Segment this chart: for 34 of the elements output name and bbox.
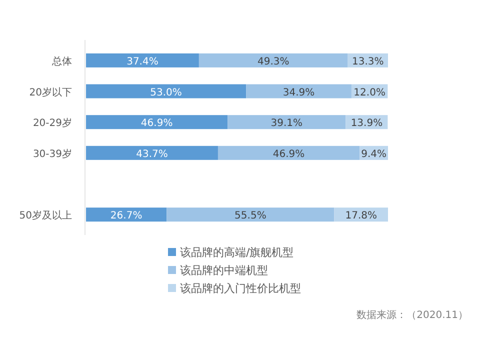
- y-tick-label: 30-39岁: [32, 148, 72, 160]
- data-label: 13.3%: [352, 56, 384, 68]
- y-tick-label: 50岁及以上: [19, 210, 72, 222]
- legend-label: 该品牌的中端机型: [180, 264, 268, 277]
- data-label: 9.4%: [361, 148, 387, 160]
- legend-label: 该品牌的高端/旗舰机型: [180, 246, 294, 259]
- bar: [86, 84, 246, 98]
- legend-label: 该品牌的入门性价比机型: [180, 282, 301, 295]
- y-tick-label: 总体: [51, 55, 72, 68]
- bar: [218, 146, 360, 160]
- data-label: 13.9%: [350, 118, 383, 130]
- data-label: 43.7%: [136, 148, 168, 160]
- bar: [86, 115, 228, 130]
- data-label: 37.4%: [126, 56, 158, 68]
- y-tick-label: 20-29岁: [32, 117, 72, 130]
- data-label: 17.8%: [345, 210, 378, 222]
- bar: [86, 53, 199, 68]
- data-label: 53.0%: [150, 87, 182, 98]
- bar: [166, 208, 334, 222]
- data-label: 46.9%: [272, 148, 305, 160]
- data-label: 49.3%: [258, 56, 290, 68]
- data-label: 12.0%: [354, 87, 386, 98]
- source-note: 数据来源：（2020.11）: [356, 309, 468, 321]
- bar: [246, 84, 352, 98]
- bar: [228, 115, 346, 130]
- data-label: 26.7%: [110, 210, 142, 222]
- bar: [86, 146, 218, 160]
- data-label: 34.9%: [282, 87, 315, 98]
- y-tick-label: 20岁以下: [29, 86, 72, 98]
- data-label: 39.1%: [270, 118, 303, 130]
- bar: [198, 53, 348, 68]
- data-label: 46.9%: [140, 118, 173, 130]
- data-label: 55.5%: [234, 210, 266, 222]
- bar: [86, 208, 167, 222]
